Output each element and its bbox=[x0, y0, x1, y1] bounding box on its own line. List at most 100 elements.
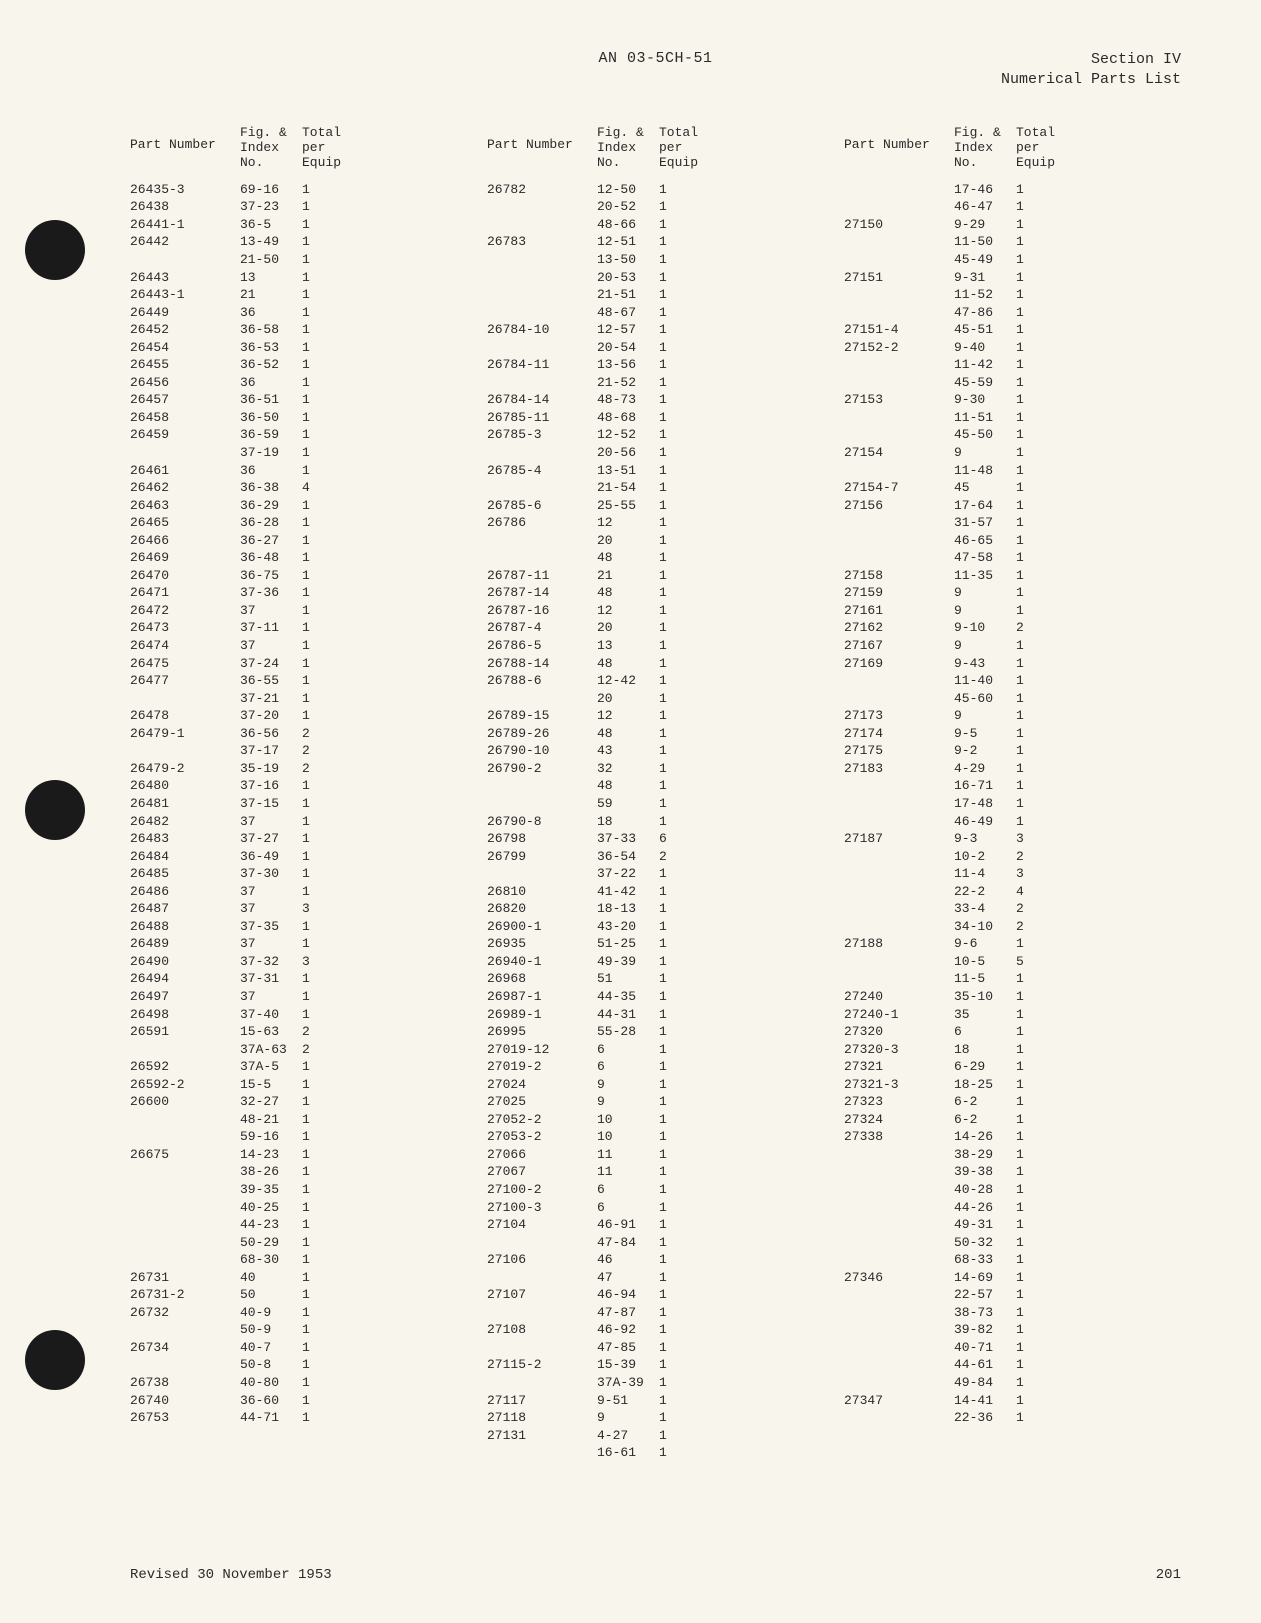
cell-total: 1 bbox=[302, 374, 352, 392]
cell-fig-index: 37-32 bbox=[240, 953, 302, 971]
table-row: 26785-413-511 bbox=[487, 462, 824, 480]
cell-total: 1 bbox=[1016, 795, 1066, 813]
cell-total: 1 bbox=[1016, 935, 1066, 953]
table-row: 2715491 bbox=[844, 444, 1181, 462]
cell-part-number: 26479-2 bbox=[130, 760, 240, 778]
cell-part-number bbox=[487, 532, 597, 550]
cell-fig-index: 11-40 bbox=[954, 672, 1016, 690]
cell-part-number bbox=[130, 1163, 240, 1181]
cell-total: 1 bbox=[1016, 1356, 1066, 1374]
cell-part-number: 26465 bbox=[130, 514, 240, 532]
cell-fig-index: 45-60 bbox=[954, 690, 1016, 708]
table-row: 26790-2321 bbox=[487, 760, 824, 778]
cell-part-number: 26482 bbox=[130, 813, 240, 831]
cell-fig-index: 39-38 bbox=[954, 1163, 1016, 1181]
cell-total: 1 bbox=[659, 1023, 709, 1041]
cell-total: 1 bbox=[302, 181, 352, 199]
cell-part-number bbox=[844, 532, 954, 550]
table-row: 47-851 bbox=[487, 1339, 824, 1357]
cell-part-number: 27158 bbox=[844, 567, 954, 585]
cell-fig-index: 48 bbox=[597, 725, 659, 743]
cell-fig-index: 11 bbox=[597, 1163, 659, 1181]
table-row: 2644213-491 bbox=[130, 233, 467, 251]
cell-total: 1 bbox=[659, 1111, 709, 1129]
cell-part-number: 26789-26 bbox=[487, 725, 597, 743]
cell-part-number: 26456 bbox=[130, 374, 240, 392]
table-row: 2702491 bbox=[487, 1076, 824, 1094]
cell-part-number bbox=[487, 479, 597, 497]
cell-fig-index: 49-31 bbox=[954, 1216, 1016, 1234]
cell-part-number: 27019-12 bbox=[487, 1041, 597, 1059]
table-row: 39-381 bbox=[844, 1163, 1181, 1181]
cell-fig-index: 37 bbox=[240, 935, 302, 953]
table-row: 2648436-491 bbox=[130, 848, 467, 866]
cell-part-number: 26799 bbox=[487, 848, 597, 866]
table-row: 26788-612-421 bbox=[487, 672, 824, 690]
cell-part-number: 27118 bbox=[487, 1409, 597, 1427]
cell-fig-index: 13 bbox=[240, 269, 302, 287]
cell-total: 1 bbox=[659, 1163, 709, 1181]
cell-total: 3 bbox=[1016, 865, 1066, 883]
cell-fig-index: 20 bbox=[597, 690, 659, 708]
cell-total: 1 bbox=[659, 813, 709, 831]
table-row: 2693551-251 bbox=[487, 935, 824, 953]
cell-fig-index: 36-50 bbox=[240, 409, 302, 427]
table-row: 2732061 bbox=[844, 1023, 1181, 1041]
table-row: 271879-33 bbox=[844, 830, 1181, 848]
cell-total: 1 bbox=[1016, 1058, 1066, 1076]
cell-fig-index: 37-21 bbox=[240, 690, 302, 708]
cell-fig-index: 36-59 bbox=[240, 426, 302, 444]
cell-fig-index: 37 bbox=[240, 988, 302, 1006]
cell-fig-index: 37-27 bbox=[240, 830, 302, 848]
cell-total: 1 bbox=[302, 1251, 352, 1269]
cell-total: 1 bbox=[302, 1286, 352, 1304]
cell-total: 1 bbox=[659, 1339, 709, 1357]
cell-part-number bbox=[130, 742, 240, 760]
cell-total: 1 bbox=[1016, 988, 1066, 1006]
table-row: 26487373 bbox=[130, 900, 467, 918]
cell-total: 1 bbox=[1016, 637, 1066, 655]
cell-total: 1 bbox=[659, 198, 709, 216]
cell-part-number: 27151 bbox=[844, 269, 954, 287]
cell-total: 1 bbox=[659, 1444, 709, 1462]
cell-fig-index: 6 bbox=[954, 1023, 1016, 1041]
cell-fig-index: 14-23 bbox=[240, 1146, 302, 1164]
table-row: 27100-261 bbox=[487, 1181, 824, 1199]
table-row: 26788-14481 bbox=[487, 655, 824, 673]
cell-part-number bbox=[487, 304, 597, 322]
cell-part-number bbox=[130, 1041, 240, 1059]
cell-total: 1 bbox=[302, 549, 352, 567]
cell-fig-index: 46-91 bbox=[597, 1216, 659, 1234]
cell-fig-index: 35-19 bbox=[240, 760, 302, 778]
cell-part-number bbox=[844, 251, 954, 269]
cell-fig-index: 46 bbox=[597, 1251, 659, 1269]
cell-fig-index: 55-28 bbox=[597, 1023, 659, 1041]
cell-fig-index: 40-28 bbox=[954, 1181, 1016, 1199]
cell-fig-index: 47-87 bbox=[597, 1304, 659, 1322]
cell-total: 1 bbox=[659, 286, 709, 304]
cell-fig-index: 37-16 bbox=[240, 777, 302, 795]
table-row: 26435-369-161 bbox=[130, 181, 467, 199]
cell-part-number: 26592 bbox=[130, 1058, 240, 1076]
cell-total: 1 bbox=[302, 497, 352, 515]
table-row: 271759-21 bbox=[844, 742, 1181, 760]
cell-part-number bbox=[844, 1356, 954, 1374]
cell-total: 1 bbox=[659, 584, 709, 602]
cell-total: 1 bbox=[1016, 269, 1066, 287]
cell-part-number: 27324 bbox=[844, 1111, 954, 1129]
table-row: 2649837-401 bbox=[130, 1006, 467, 1024]
cell-part-number: 27107 bbox=[487, 1286, 597, 1304]
cell-total: 1 bbox=[659, 1093, 709, 1111]
cell-total: 1 bbox=[659, 233, 709, 251]
cell-part-number bbox=[844, 1409, 954, 1427]
cell-fig-index: 45-59 bbox=[954, 374, 1016, 392]
cell-total: 1 bbox=[1016, 1286, 1066, 1304]
cell-part-number: 26786 bbox=[487, 514, 597, 532]
cell-part-number: 26790-2 bbox=[487, 760, 597, 778]
cell-total: 1 bbox=[1016, 549, 1066, 567]
cell-part-number: 27240-1 bbox=[844, 1006, 954, 1024]
table-row: 46-651 bbox=[844, 532, 1181, 550]
table-row: 2645936-591 bbox=[130, 426, 467, 444]
cell-part-number: 26487 bbox=[130, 900, 240, 918]
cell-fig-index: 36-58 bbox=[240, 321, 302, 339]
